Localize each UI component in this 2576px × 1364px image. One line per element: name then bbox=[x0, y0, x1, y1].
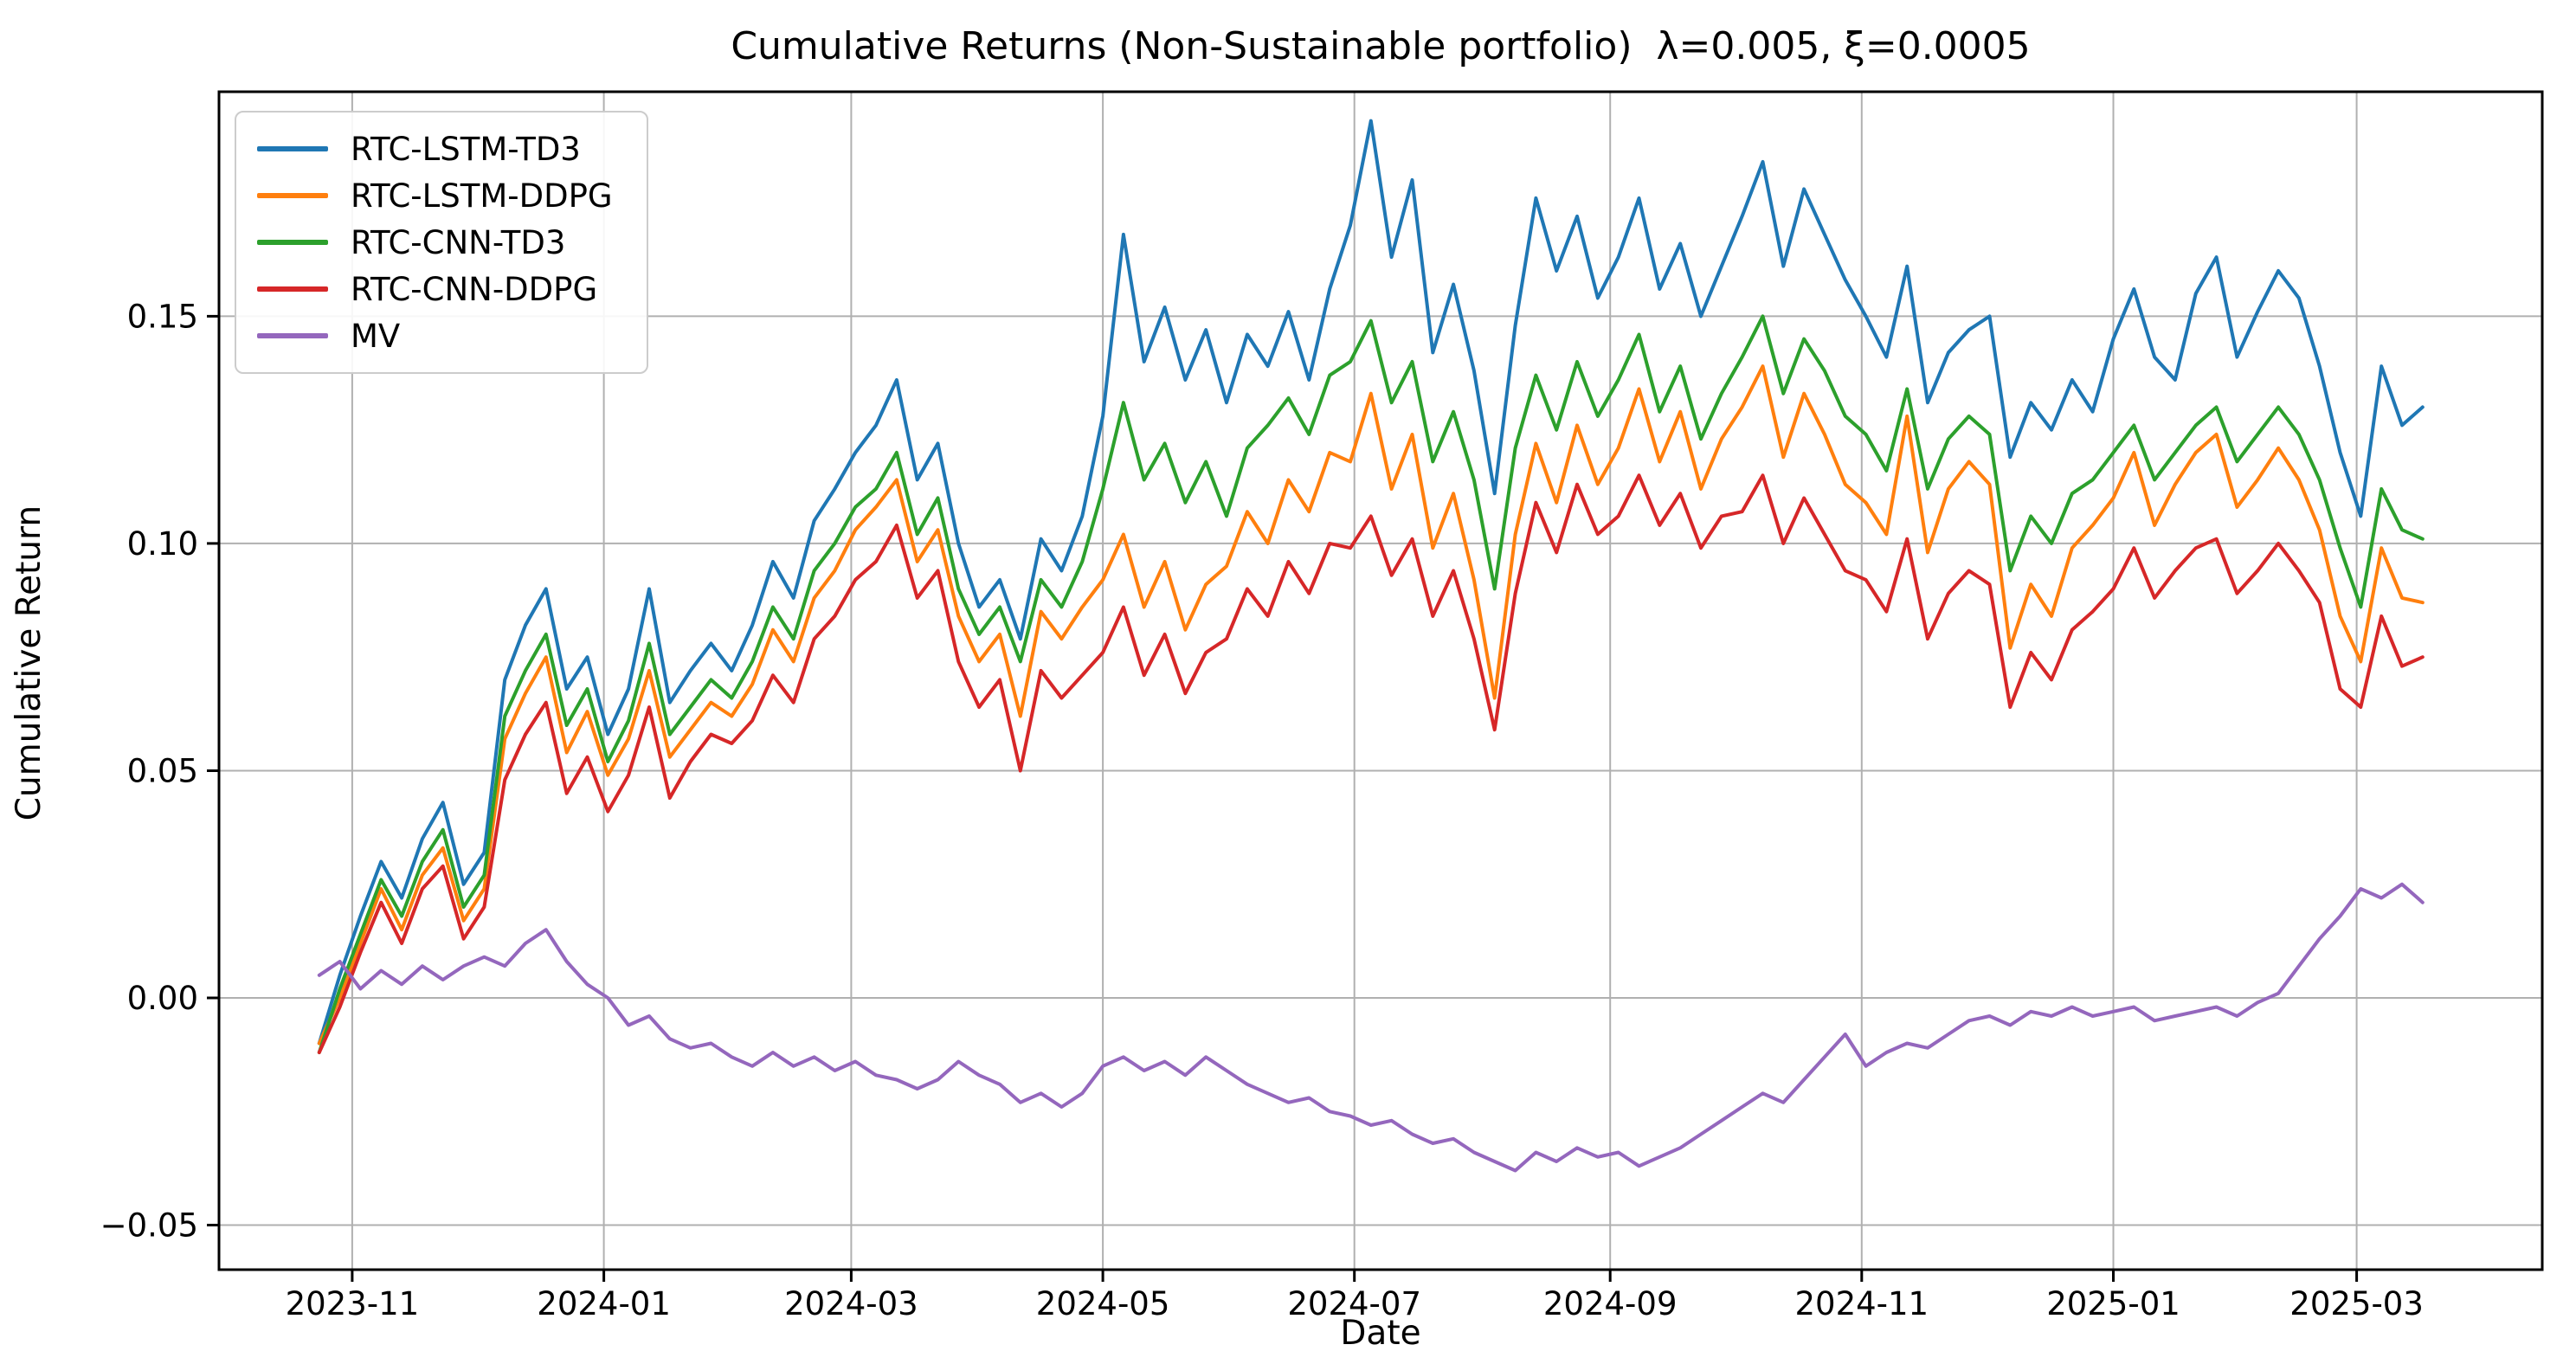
series-line-rtc-lstm-td3 bbox=[317, 119, 2425, 1046]
x-tick-label-2024-11: 2024-11 bbox=[1794, 1285, 1929, 1322]
legend-item-rtc-lstm-ddpg: RTC-LSTM-DDPG bbox=[257, 173, 626, 218]
y-tick-label-0.00: 0.00 bbox=[127, 980, 198, 1017]
x-tick-label-2024-07: 2024-07 bbox=[1287, 1285, 1421, 1322]
legend-label: RTC-CNN-DDPG bbox=[351, 270, 598, 308]
legend-item-rtc-cnn-td3: RTC-CNN-TD3 bbox=[257, 220, 626, 265]
legend-label: RTC-LSTM-TD3 bbox=[351, 130, 581, 168]
legend: RTC-LSTM-TD3 RTC-LSTM-DDPG RTC-CNN-TD3 R… bbox=[235, 111, 648, 374]
x-tick-label-2025-03: 2025-03 bbox=[2289, 1285, 2424, 1322]
y-tick-label-0.05: 0.05 bbox=[127, 753, 198, 790]
series-line-rtc-cnn-ddpg bbox=[317, 473, 2425, 1054]
legend-line-icon-rtc-lstm-ddpg bbox=[257, 193, 328, 198]
legend-line-icon-rtc-cnn-ddpg bbox=[257, 286, 328, 292]
series-line-rtc-lstm-ddpg bbox=[317, 364, 2425, 1046]
y-tick-label-−0.05: −0.05 bbox=[100, 1207, 198, 1245]
x-tick-label-2024-05: 2024-05 bbox=[1036, 1285, 1170, 1322]
series-line-rtc-cnn-td3 bbox=[317, 314, 2425, 1054]
legend-item-rtc-lstm-td3: RTC-LSTM-TD3 bbox=[257, 126, 626, 171]
legend-line-icon-rtc-lstm-td3 bbox=[257, 146, 328, 151]
y-tick-label-0.15: 0.15 bbox=[127, 298, 198, 335]
x-axis-label: Date bbox=[1340, 1314, 1421, 1353]
legend-line-icon-rtc-cnn-td3 bbox=[257, 240, 328, 245]
series-line-mv bbox=[317, 882, 2425, 1173]
legend-item-rtc-cnn-ddpg: RTC-CNN-DDPG bbox=[257, 267, 626, 312]
axes-spines bbox=[217, 90, 2544, 1271]
legend-label: RTC-CNN-TD3 bbox=[351, 223, 566, 261]
x-tick-label-2023-11: 2023-11 bbox=[286, 1285, 420, 1322]
legend-item-mv: MV bbox=[257, 313, 626, 358]
y-axis-label: Cumulative Return bbox=[10, 505, 48, 821]
x-tick-label-2024-09: 2024-09 bbox=[1543, 1285, 1678, 1322]
x-tick-label-2024-03: 2024-03 bbox=[784, 1285, 918, 1322]
x-tick-label-2025-01: 2025-01 bbox=[2046, 1285, 2180, 1322]
legend-line-icon-mv bbox=[257, 333, 328, 338]
y-tick-label-0.10: 0.10 bbox=[127, 525, 198, 563]
x-tick-label-2024-01: 2024-01 bbox=[537, 1285, 671, 1322]
legend-label: MV bbox=[351, 317, 401, 355]
chart-title: Cumulative Returns (Non-Sustainable port… bbox=[731, 24, 2031, 68]
legend-label: RTC-LSTM-DDPG bbox=[351, 177, 613, 215]
